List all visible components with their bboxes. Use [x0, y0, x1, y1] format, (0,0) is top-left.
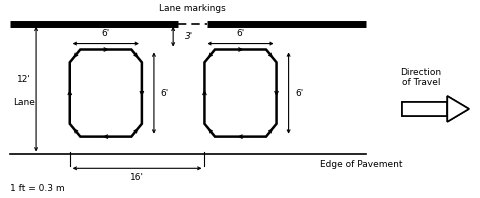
Polygon shape — [446, 96, 468, 122]
Text: Lane: Lane — [13, 98, 35, 108]
Text: 6': 6' — [160, 89, 168, 98]
Text: Direction
of Travel: Direction of Travel — [399, 68, 441, 87]
Text: Lane markings: Lane markings — [159, 4, 225, 13]
Text: 16': 16' — [130, 173, 144, 182]
Text: 6': 6' — [236, 29, 244, 38]
Text: 6': 6' — [294, 89, 303, 98]
Polygon shape — [401, 102, 446, 116]
Text: 1 ft = 0.3 m: 1 ft = 0.3 m — [10, 184, 64, 193]
Text: 3': 3' — [185, 32, 193, 41]
Text: 6': 6' — [101, 29, 110, 38]
Text: Edge of Pavement: Edge of Pavement — [319, 160, 402, 169]
Text: 12': 12' — [17, 75, 31, 84]
